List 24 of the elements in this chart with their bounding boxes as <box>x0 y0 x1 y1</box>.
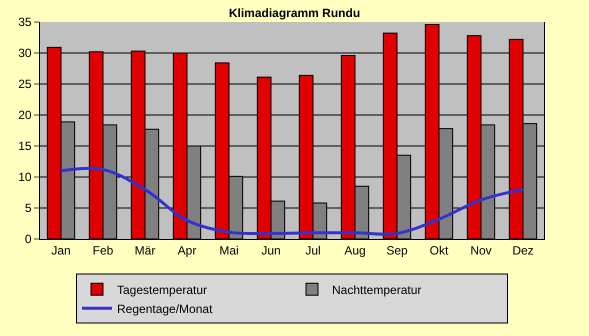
y-tick-label: 25 <box>18 77 32 92</box>
x-tick-label: Jul <box>305 243 321 258</box>
x-tick-label: Aug <box>344 243 366 258</box>
x-tick-label: Nov <box>470 243 492 258</box>
y-tick-label: 0 <box>24 232 32 246</box>
chart-title: Klimadiagramm Rundu <box>228 6 360 20</box>
x-tick-label: Sep <box>386 243 408 258</box>
y-tick-label: 20 <box>18 108 32 122</box>
x-tick-label: Jan <box>51 243 71 258</box>
y-tick-label: 15 <box>18 139 32 154</box>
y-tick-label: 10 <box>18 170 32 184</box>
legend-label: Tagestemperatur <box>117 282 208 297</box>
legend-label: Regentage/Monat <box>117 302 214 316</box>
y-tick-label: 5 <box>24 201 32 216</box>
y-tick-label: 35 <box>18 15 32 30</box>
y-tick-label: 30 <box>18 46 32 60</box>
x-tick-label: Apr <box>178 243 196 258</box>
legend-label: Nachttemperatur <box>332 282 422 297</box>
x-tick-label: Okt <box>430 243 449 258</box>
x-tick-label: Feb <box>92 243 114 258</box>
x-tick-label: Mai <box>219 243 239 258</box>
x-tick-label: Mär <box>134 243 156 258</box>
x-tick-label: Jun <box>261 243 281 258</box>
x-tick-label: Dez <box>512 243 534 258</box>
